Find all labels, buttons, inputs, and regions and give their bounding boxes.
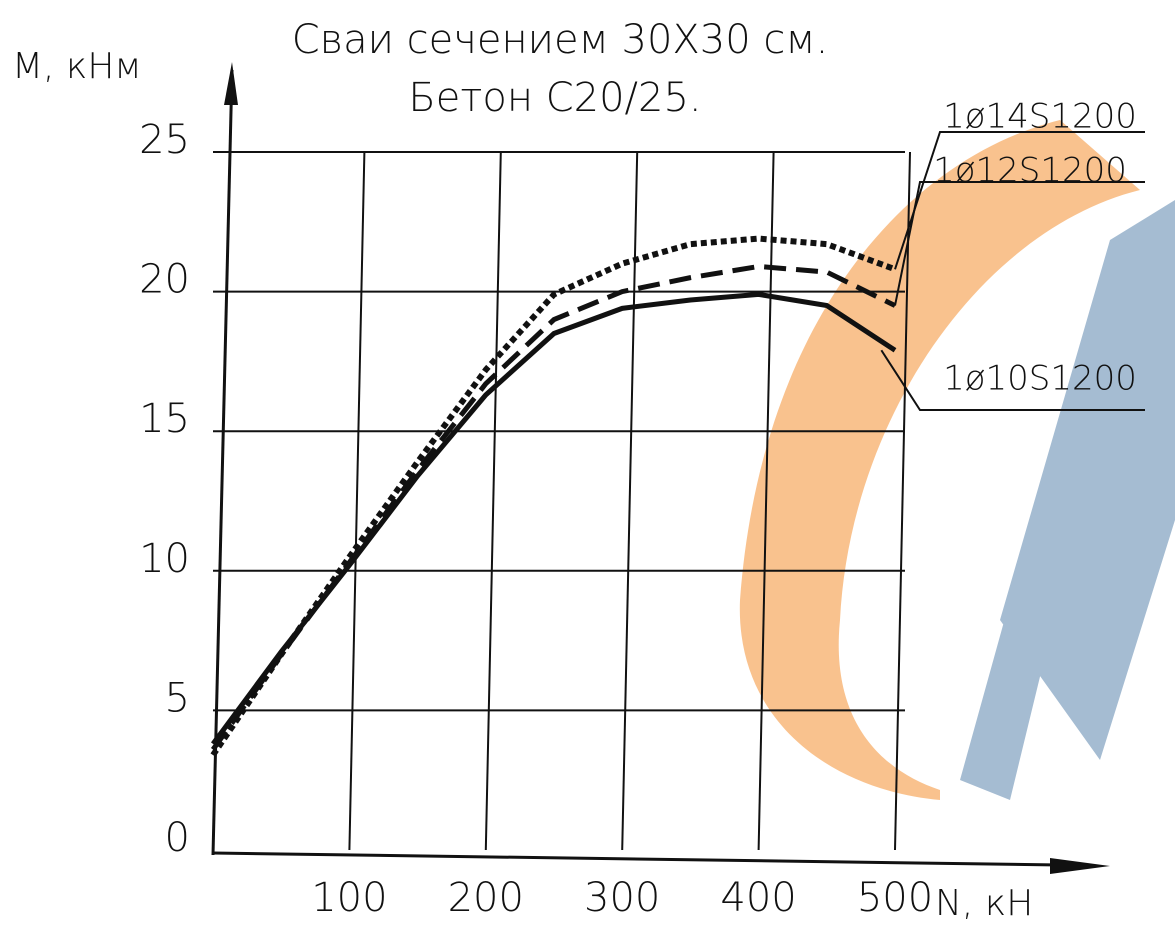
grid-line	[348, 151, 366, 851]
legend-leader	[880, 349, 1145, 411]
legend-label: 1ø12S1200	[933, 151, 1127, 191]
x-arrow	[1050, 858, 1110, 874]
chart-title: Сваи сечением 30Х30 см.	[292, 17, 829, 63]
grid-line	[484, 151, 502, 851]
x-tick-label: 400	[720, 875, 796, 921]
x-axis	[212, 851, 1061, 867]
legend-label: 1ø14S1200	[943, 97, 1137, 137]
y-tick-label: 25	[139, 117, 190, 163]
watermark-shape	[960, 200, 1175, 800]
x-tick-label: 300	[584, 875, 660, 921]
legend-leader	[894, 181, 1145, 306]
y-tick-label: 15	[139, 396, 190, 442]
series-line	[210, 291, 897, 746]
x-tick-label: 100	[311, 875, 387, 921]
grid-line	[621, 151, 639, 851]
y-arrow	[224, 62, 238, 105]
x-tick-label: 500	[857, 875, 933, 921]
legend-leader	[894, 131, 1145, 270]
y-tick-label: 20	[139, 257, 190, 303]
x-tick-label: 200	[448, 875, 524, 921]
legend-label: 1ø10S1200	[943, 359, 1137, 399]
y-tick-label: 5	[165, 675, 190, 721]
y-tick-label: 10	[139, 536, 190, 582]
y-axis-label: M, кНм	[12, 46, 142, 87]
grid-line	[894, 151, 911, 851]
y-tick-label: 0	[165, 815, 190, 861]
y-axis	[211, 69, 234, 856]
chart-subtitle: Бетон C20/25.	[408, 75, 701, 121]
watermark-arc	[739, 120, 1140, 800]
x-axis-label: N, кН	[935, 883, 1033, 924]
